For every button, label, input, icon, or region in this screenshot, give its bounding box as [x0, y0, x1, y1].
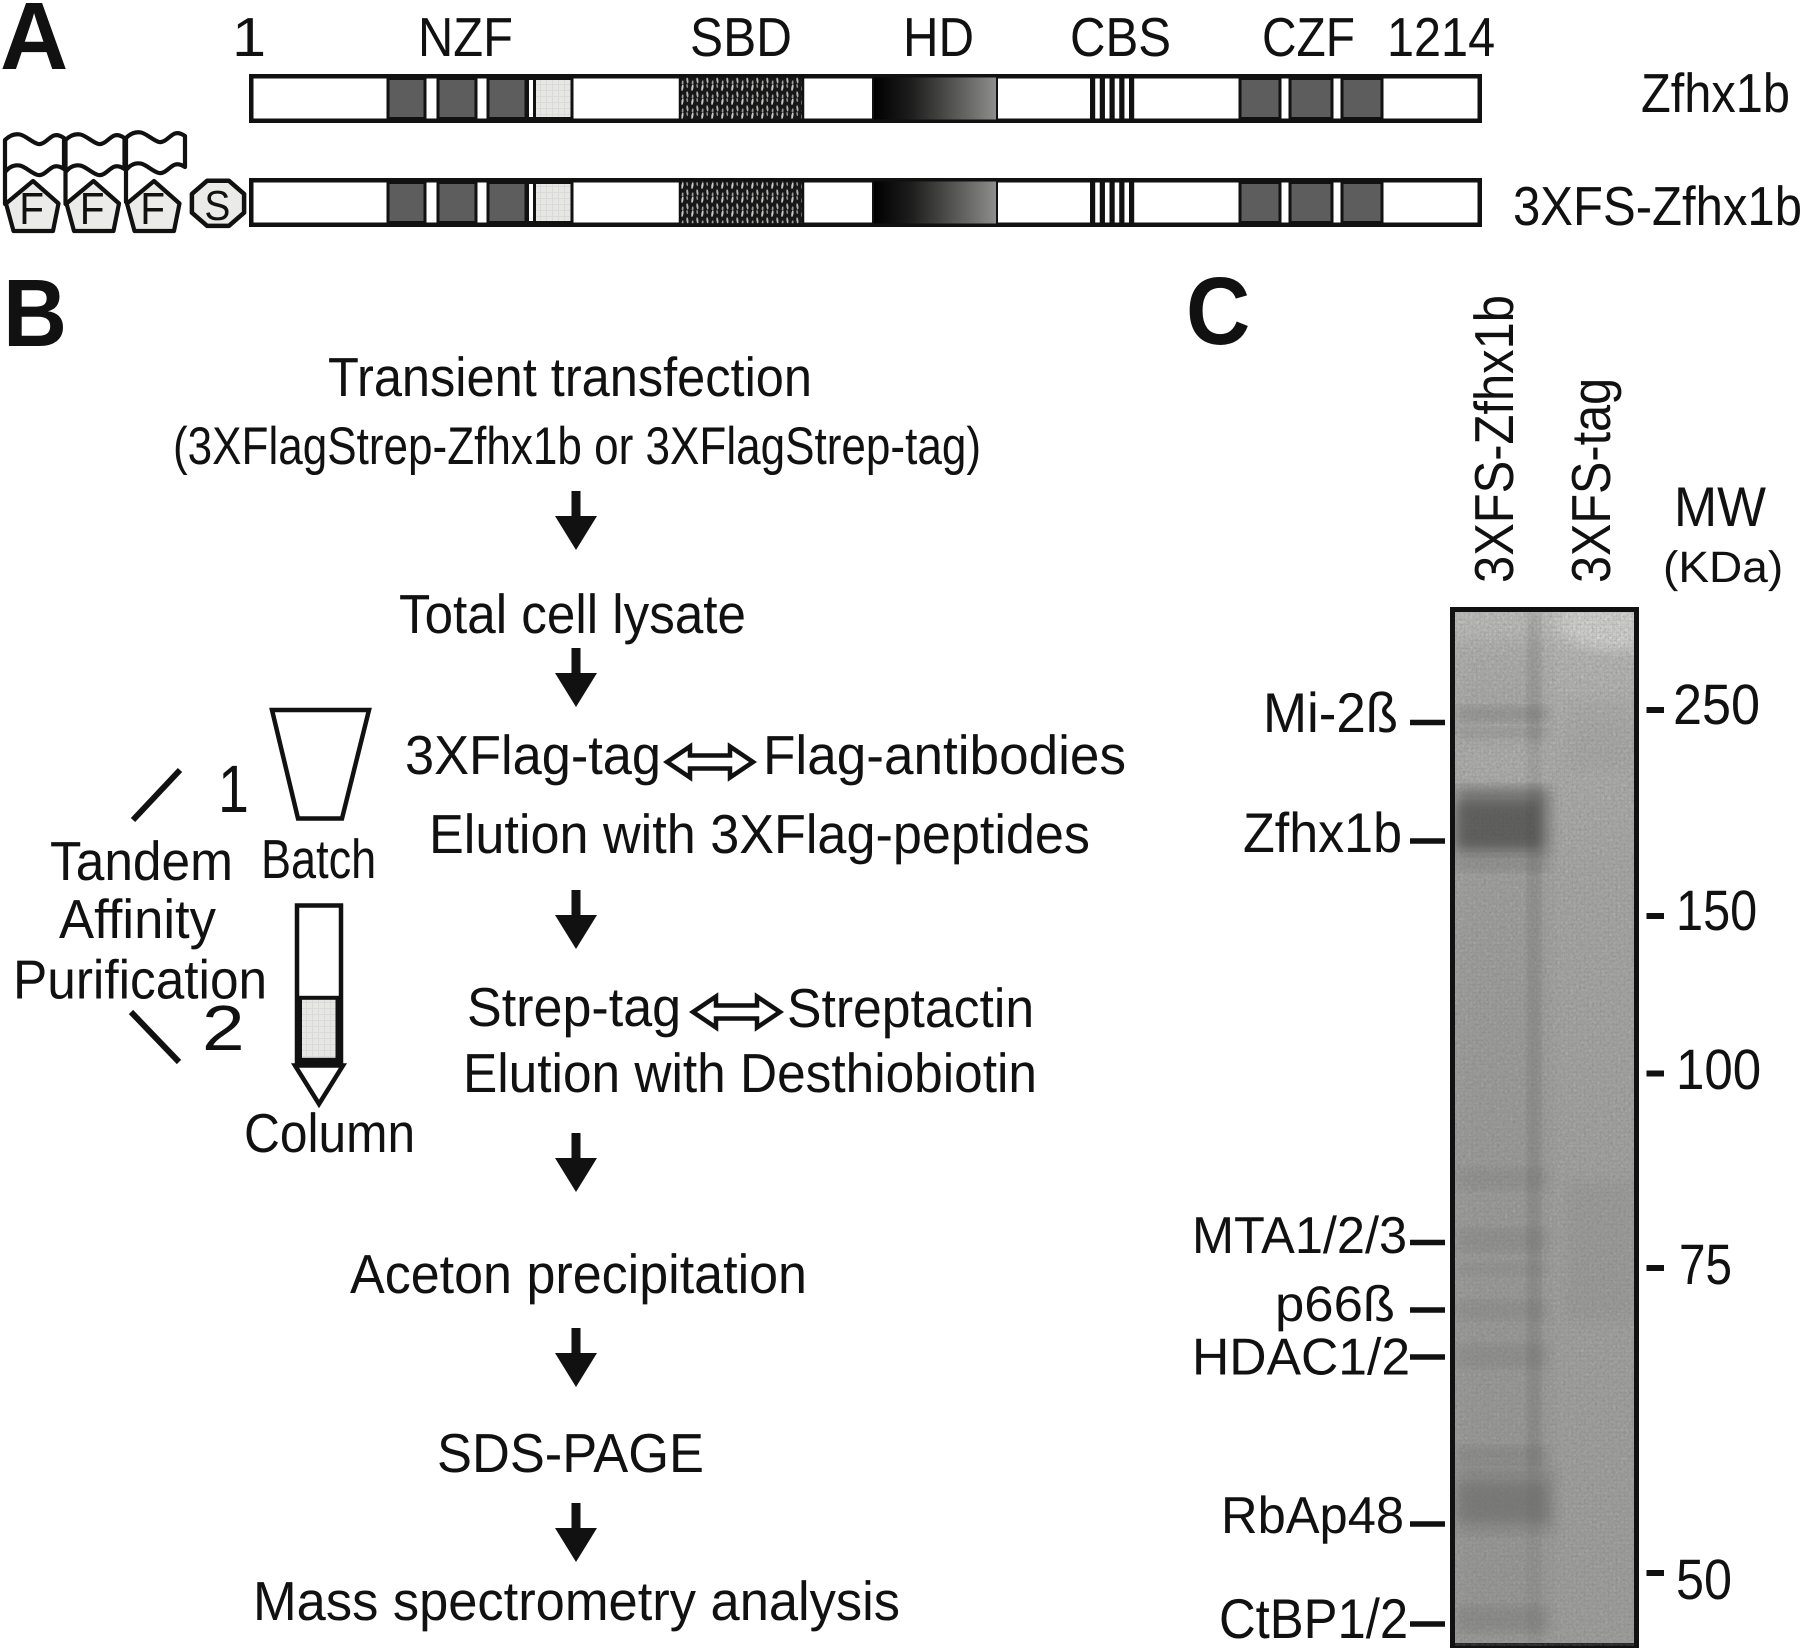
svg-text:Purification: Purification [13, 949, 267, 1011]
svg-text:1214: 1214 [1387, 6, 1495, 68]
svg-text:RbAp48: RbAp48 [1221, 1487, 1404, 1545]
svg-text:A: A [0, 0, 68, 90]
svg-text:3XFS-tag: 3XFS-tag [1560, 378, 1622, 583]
svg-text:NZF: NZF [418, 6, 513, 68]
svg-text:50: 50 [1676, 1548, 1732, 1612]
svg-text:(3XFlagStrep-Zfhx1b or 3XFlagS: (3XFlagStrep-Zfhx1b or 3XFlagStrep-tag) [173, 417, 981, 476]
svg-text:Transient transfection: Transient transfection [328, 346, 812, 408]
svg-text:Flag-antibodies: Flag-antibodies [763, 724, 1126, 786]
svg-text:Elution with Desthiobiotin: Elution with Desthiobiotin [463, 1042, 1037, 1104]
svg-text:150: 150 [1676, 879, 1757, 943]
svg-text:Aceton precipitation: Aceton precipitation [350, 1243, 807, 1305]
svg-text:(KDa): (KDa) [1663, 543, 1783, 592]
svg-text:SBD: SBD [690, 6, 792, 68]
svg-text:Streptactin: Streptactin [787, 977, 1034, 1039]
svg-text:100: 100 [1676, 1038, 1761, 1102]
svg-text:Tandem: Tandem [50, 830, 233, 892]
svg-text:Strep-tag: Strep-tag [467, 976, 681, 1038]
svg-text:Affinity: Affinity [59, 888, 216, 950]
svg-text:Mass spectrometry analysis: Mass spectrometry analysis [253, 1570, 900, 1632]
svg-text:C: C [1186, 258, 1250, 365]
svg-text:3XFS-Zfhx1b: 3XFS-Zfhx1b [1513, 175, 1800, 237]
svg-text:HDAC1/2: HDAC1/2 [1192, 1329, 1410, 1387]
svg-text:3XFS-Zfhx1b: 3XFS-Zfhx1b [1463, 295, 1525, 583]
svg-text:CZF: CZF [1262, 6, 1355, 68]
svg-text:Batch: Batch [261, 828, 376, 890]
svg-text:1: 1 [218, 752, 249, 827]
svg-text:2: 2 [202, 992, 245, 1064]
svg-text:p66ß: p66ß [1275, 1276, 1395, 1332]
svg-text:Elution with 3XFlag-peptides: Elution with 3XFlag-peptides [429, 803, 1090, 865]
svg-text:MTA1/2/3: MTA1/2/3 [1192, 1207, 1407, 1265]
svg-text:SDS-PAGE: SDS-PAGE [437, 1422, 704, 1484]
svg-text:B: B [3, 260, 67, 367]
svg-text:3XFlag-tag: 3XFlag-tag [405, 724, 661, 786]
svg-text:250: 250 [1673, 673, 1760, 737]
svg-text:1: 1 [232, 6, 266, 68]
svg-text:Zfhx1b: Zfhx1b [1243, 801, 1402, 864]
svg-text:Total cell lysate: Total cell lysate [399, 583, 746, 645]
svg-text:HD: HD [903, 6, 974, 68]
svg-text:MW: MW [1674, 475, 1766, 538]
svg-text:75: 75 [1679, 1233, 1732, 1297]
svg-text:Zfhx1b: Zfhx1b [1641, 62, 1790, 124]
svg-text:CtBP1/2: CtBP1/2 [1219, 1587, 1408, 1650]
svg-text:Mi-2ß: Mi-2ß [1263, 681, 1398, 744]
svg-text:Column: Column [244, 1102, 415, 1164]
svg-text:CBS: CBS [1070, 6, 1171, 68]
